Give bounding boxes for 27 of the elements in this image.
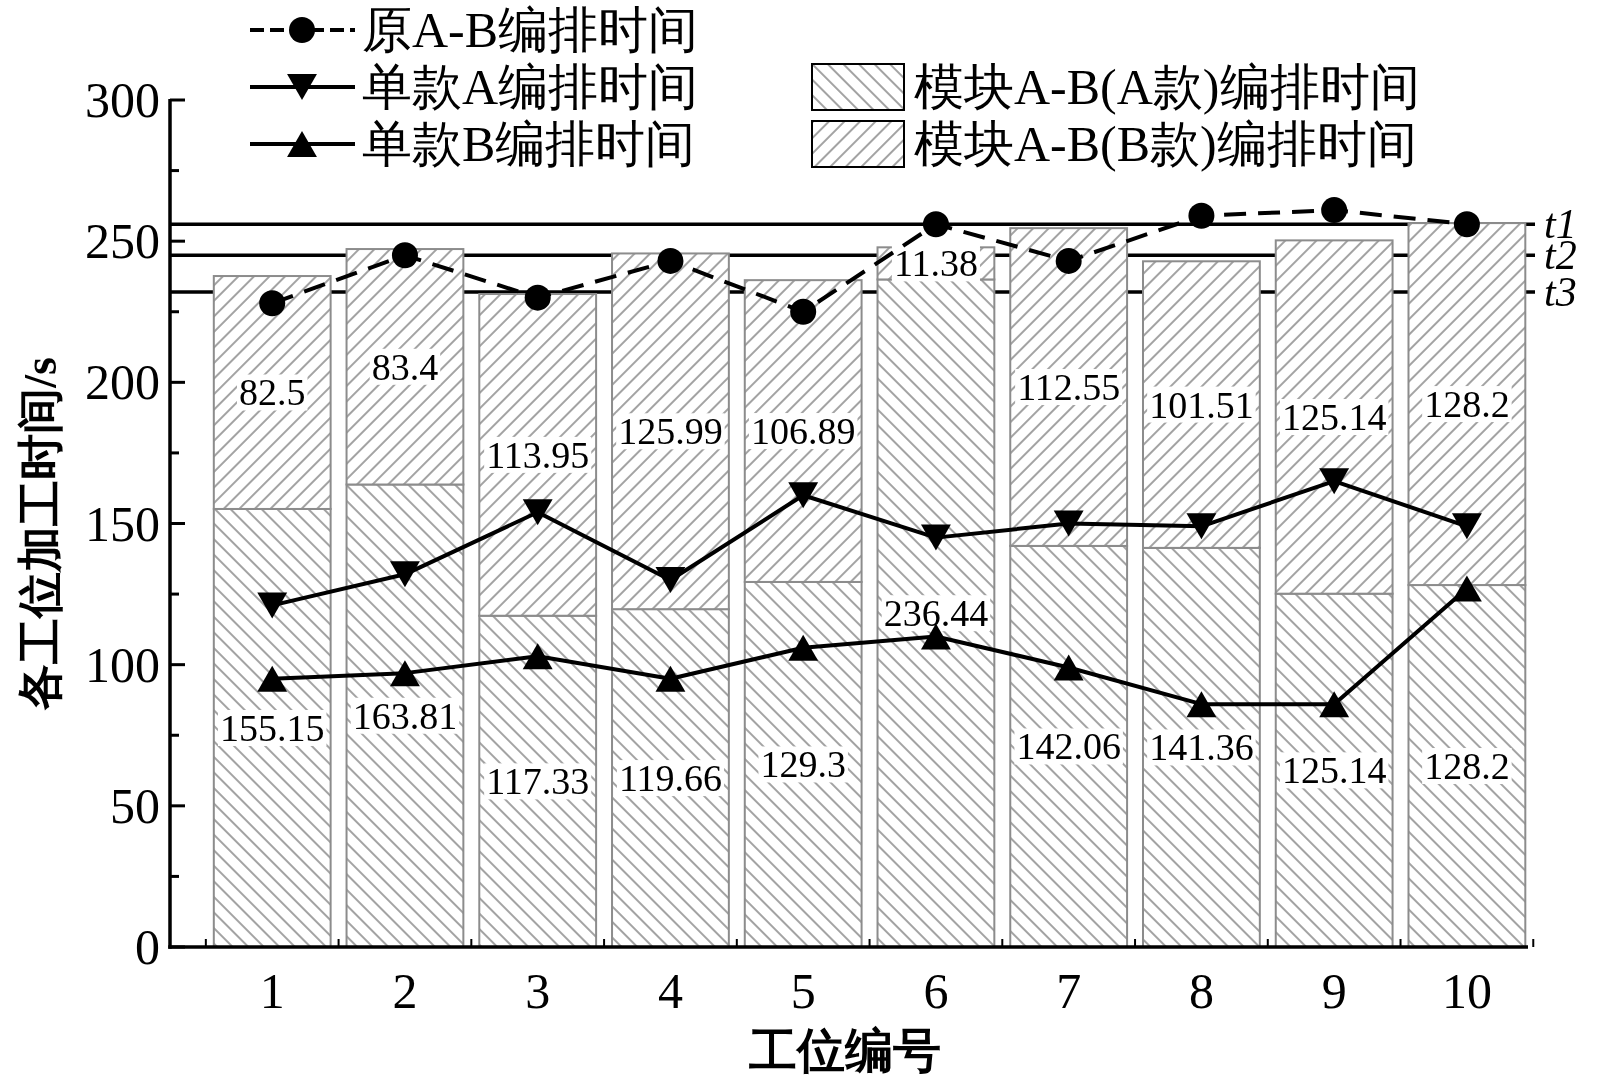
y-tick-label: 300	[85, 72, 160, 128]
y-tick-label: 0	[135, 919, 160, 975]
x-tick-label: 1	[259, 963, 285, 1019]
x-tick-label: 7	[1056, 963, 1082, 1019]
ref-line-label: t3	[1544, 269, 1577, 315]
legend-label: 模块A-B(B款)编排时间	[914, 116, 1417, 172]
y-tick-label: 200	[85, 354, 160, 411]
x-tick-label: 5	[790, 963, 816, 1019]
x-tick-label: 9	[1321, 963, 1347, 1019]
x-tick-label: 2	[392, 963, 418, 1019]
x-tick-label: 3	[525, 963, 551, 1019]
x-tick-label: 8	[1188, 963, 1214, 1019]
data-label: 128.2	[1422, 745, 1512, 787]
x-tick-label: 4	[657, 963, 683, 1019]
x-axis-title: 工位编号	[749, 1023, 941, 1077]
legend-label: 模块A-B(A款)编排时间	[914, 59, 1420, 115]
legend-label: 单款A编排时间	[362, 59, 699, 115]
x-tick-label: 10	[1441, 963, 1492, 1019]
data-label: 155.15	[217, 707, 327, 749]
y-tick-label: 150	[85, 495, 160, 552]
x-tick-label: 6	[923, 963, 949, 1019]
legend-label: 单款B编排时间	[362, 116, 696, 172]
legend-label: 原A-B编排时间	[362, 2, 699, 58]
y-axis-title: 各工位加工时间/s	[14, 357, 66, 710]
y-tick-label: 50	[110, 777, 160, 834]
y-tick-label: 100	[85, 636, 160, 693]
y-tick-label: 250	[85, 213, 160, 270]
